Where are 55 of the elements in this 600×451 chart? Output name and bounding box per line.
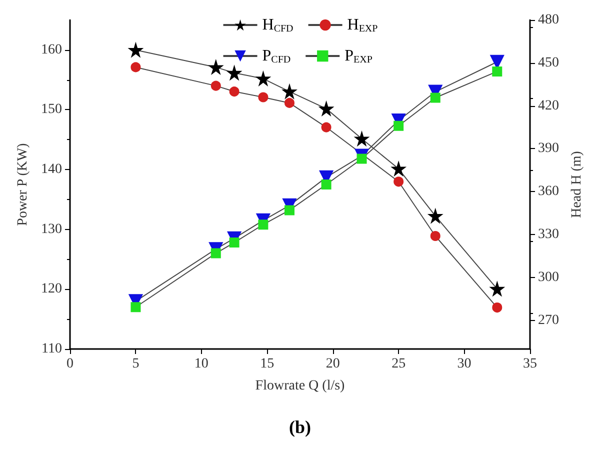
- x-tick-label: 15: [260, 356, 274, 372]
- y2-tick-label: 390: [538, 141, 559, 156]
- point: [354, 132, 369, 146]
- point: [258, 92, 268, 102]
- x-tick-label: 5: [132, 356, 140, 372]
- point: [394, 176, 404, 187]
- point: [282, 84, 296, 99]
- point: [229, 238, 240, 248]
- point: [428, 208, 442, 223]
- point: [392, 162, 406, 176]
- y-axis-title: Power P (KW): [16, 142, 31, 226]
- point: [430, 92, 440, 103]
- point: [210, 248, 221, 258]
- point: [256, 72, 270, 86]
- x-tick-label: 10: [194, 356, 208, 372]
- text: (b): [289, 417, 312, 437]
- y-tick-label: 150: [41, 102, 62, 118]
- point: [319, 102, 334, 116]
- point: [258, 220, 268, 230]
- point: [492, 302, 502, 313]
- point: [130, 62, 141, 72]
- point: [356, 154, 367, 164]
- y-tick-label: 130: [41, 222, 62, 237]
- y-tick-label: 140: [41, 162, 62, 178]
- point: [227, 66, 242, 80]
- point: [128, 43, 143, 58]
- y-tick-label: 110: [42, 342, 62, 356]
- point: [130, 302, 141, 312]
- x-axis-title: Flowrate Q (l/s): [255, 378, 346, 394]
- point: [394, 120, 404, 131]
- point: [284, 205, 294, 216]
- y2-tick-label: 450: [538, 55, 559, 70]
- point: [492, 66, 502, 76]
- point: [430, 231, 440, 241]
- x-tick-label: 30: [457, 356, 472, 372]
- y-tick-label: 120: [41, 282, 62, 297]
- point: [208, 60, 223, 74]
- point: [210, 80, 221, 91]
- y2-tick-label: 300: [538, 270, 559, 285]
- y2-tick-label: 480: [538, 12, 559, 28]
- point: [490, 282, 504, 296]
- y2-tick-label: 360: [538, 184, 559, 200]
- y2-axis-title: Head H (m): [570, 150, 584, 218]
- y-tick-label: 160: [41, 42, 62, 58]
- x-tick-label: 35: [523, 356, 537, 372]
- point: [229, 86, 240, 97]
- point: [321, 180, 332, 190]
- y2-tick-label: 270: [538, 312, 559, 328]
- point: [284, 98, 294, 108]
- x-tick-label: 25: [392, 356, 406, 372]
- x-tick-label: 20: [326, 356, 340, 372]
- x-tick-label: 0: [66, 356, 74, 372]
- y2-tick-label: 420: [538, 98, 559, 114]
- point: [321, 122, 332, 132]
- y2-tick-label: 330: [538, 227, 559, 242]
